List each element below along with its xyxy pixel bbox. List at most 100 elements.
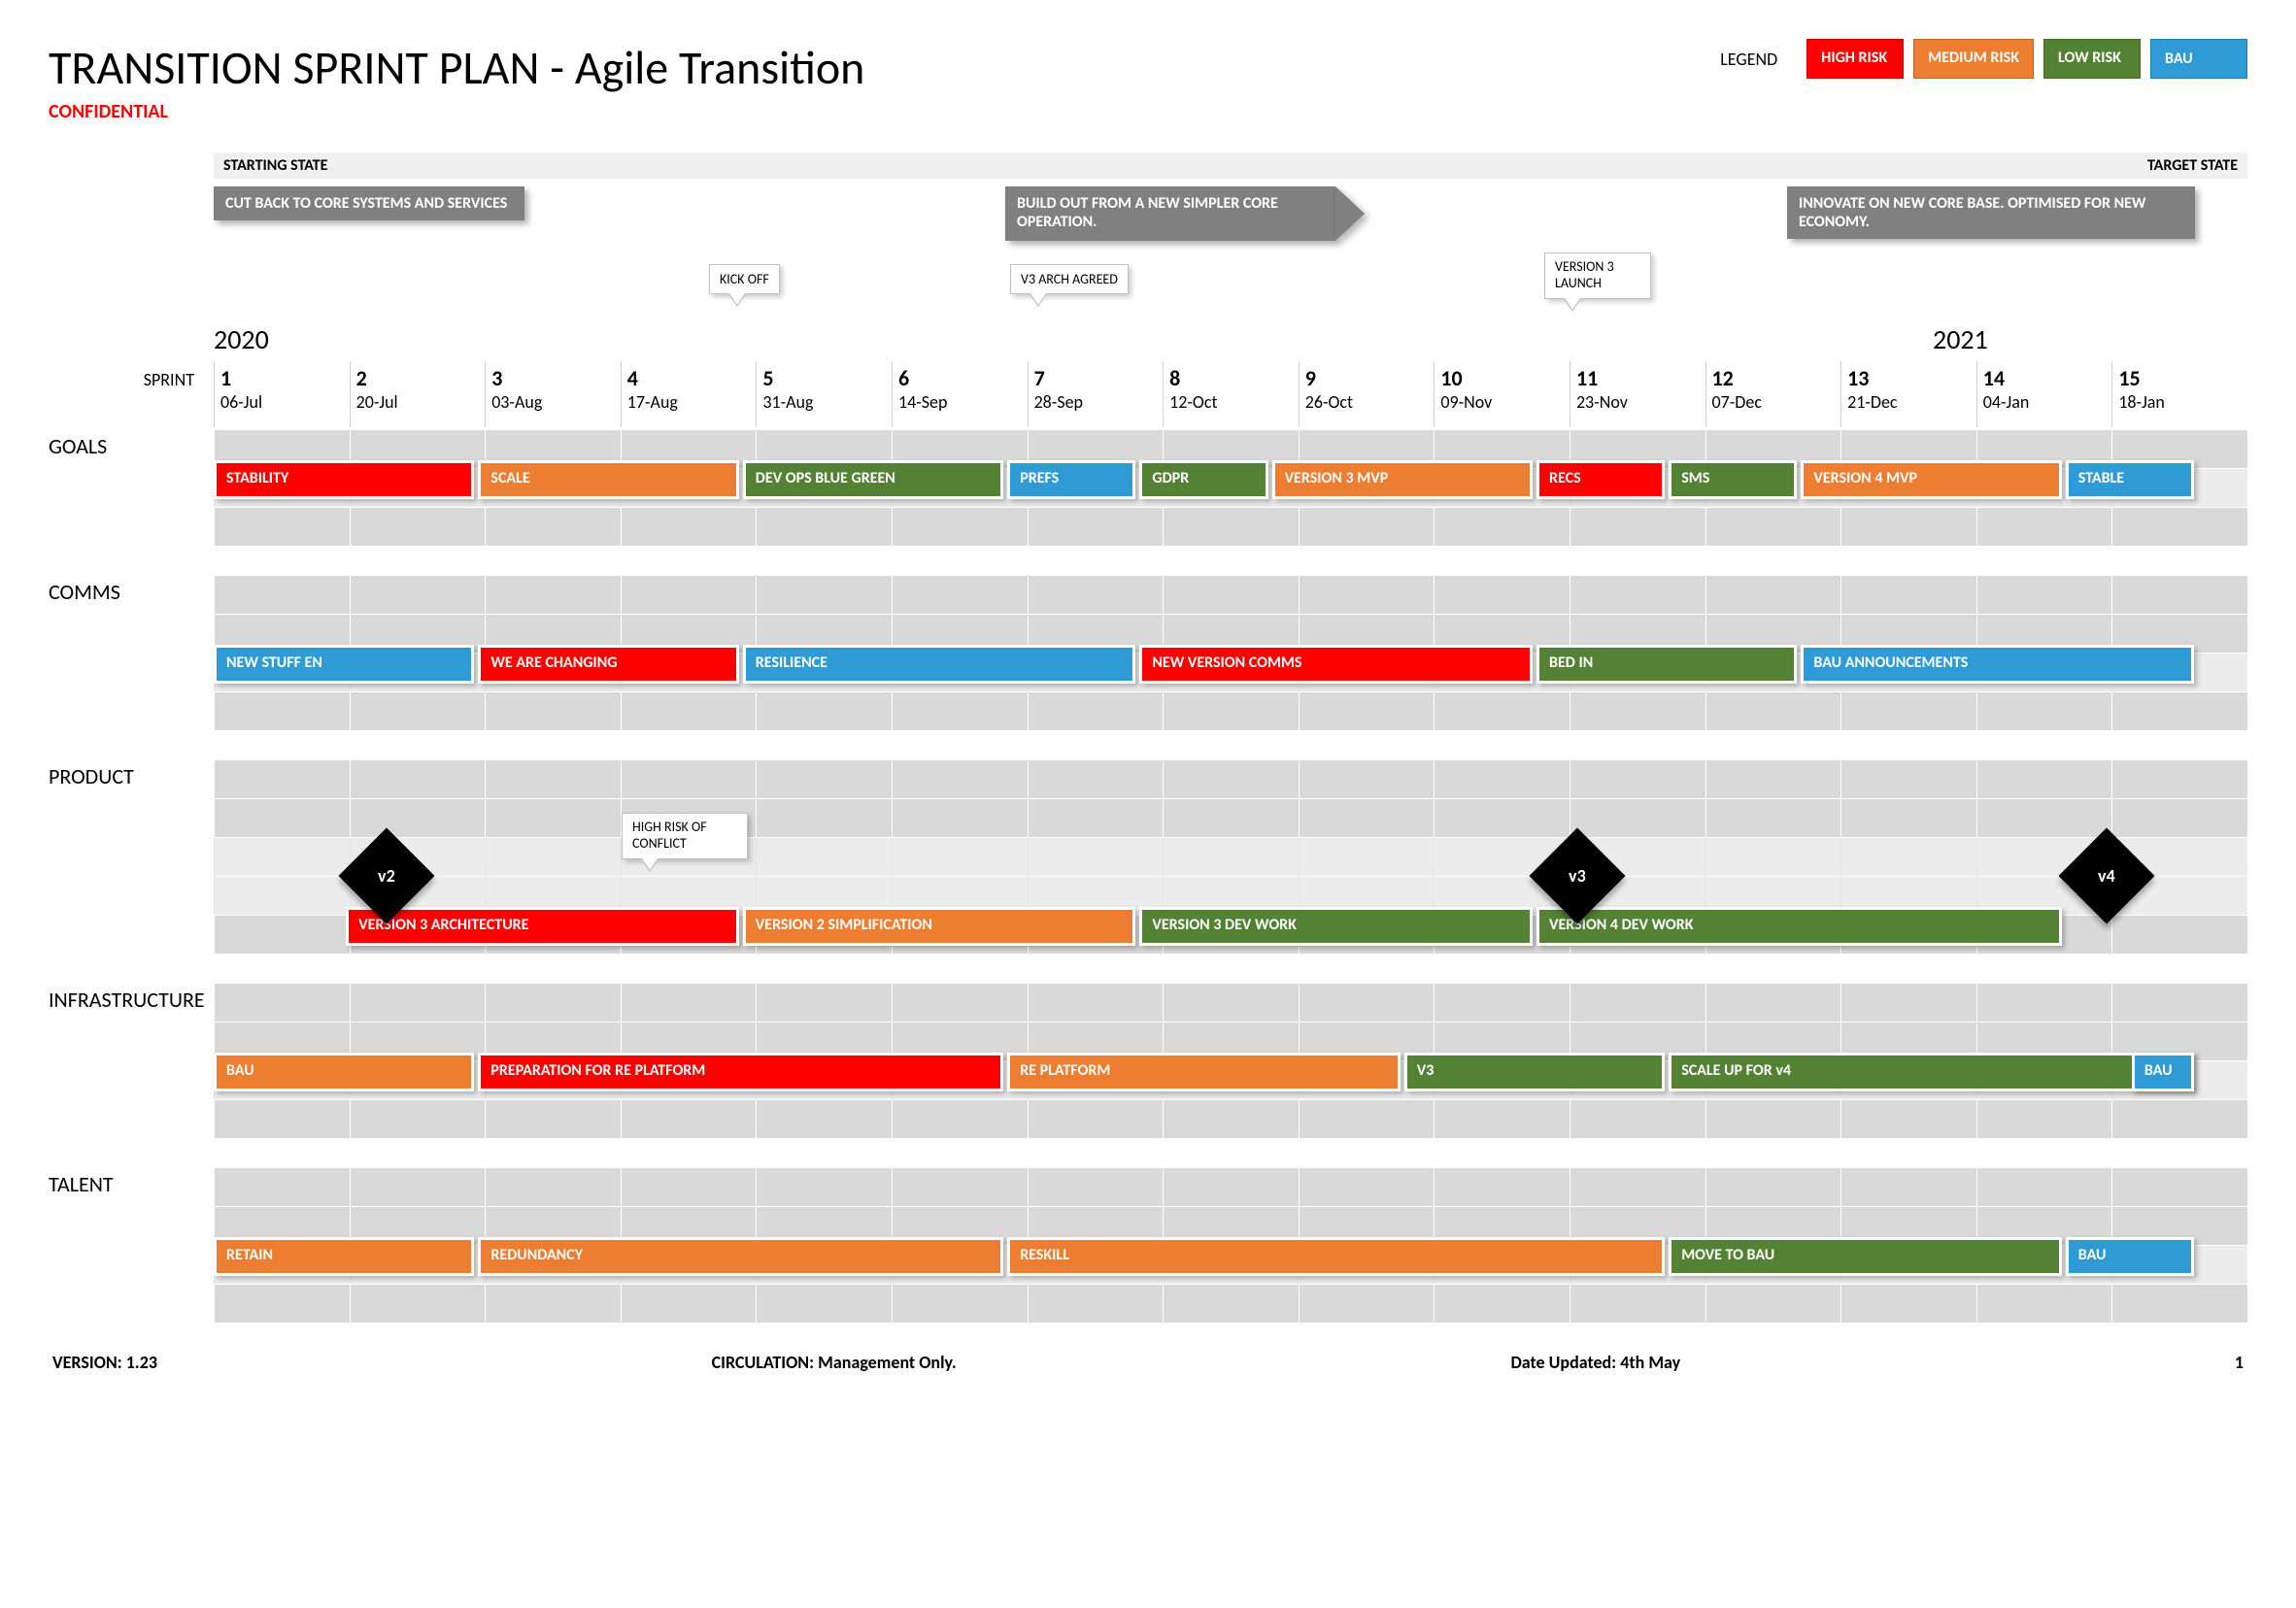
gantt-bar: V3 xyxy=(1404,1053,1665,1091)
phase-box: CUT BACK TO CORE SYSTEMS AND SERVICES xyxy=(214,186,524,220)
gantt-bar: VERSION 2 SIMPLIFICATION xyxy=(743,907,1136,946)
sprint-number: 4 xyxy=(627,365,751,391)
sprint-date: 31-Aug xyxy=(762,391,886,413)
circulation-label: CIRCULATION: xyxy=(712,1352,814,1373)
phase-arrow-head xyxy=(1335,186,1365,241)
gantt-bar: STABLE xyxy=(2066,460,2194,499)
gantt-bar: BAU xyxy=(214,1053,474,1091)
sprint-column: 614-Sep xyxy=(892,361,1028,427)
state-bar: STARTING STATE TARGET STATE xyxy=(214,152,2247,179)
callout: V3 ARCH AGREED xyxy=(1010,264,1129,294)
year-row: 20202021 xyxy=(214,322,2247,361)
sprint-date: 28-Sep xyxy=(1034,391,1158,413)
sprint-number: 10 xyxy=(1440,365,1564,391)
callout: KICK OFF xyxy=(709,264,780,294)
sprint-date: 26-Oct xyxy=(1305,391,1429,413)
target-state-label: TARGET STATE xyxy=(2147,156,2238,175)
phase-arrow: BUILD OUT FROM A NEW SIMPLER CORE OPERAT… xyxy=(1005,186,1335,241)
page-number: 1 xyxy=(2235,1352,2244,1373)
sprint-date: 14-Sep xyxy=(898,391,1022,413)
gantt-bar: VERSION 4 MVP xyxy=(1801,460,2061,499)
sprint-column: 417-Aug xyxy=(621,361,757,427)
gantt-bar: VERSION 3 DEV WORK xyxy=(1139,907,1533,946)
sprint-date: 23-Nov xyxy=(1576,391,1700,413)
sprint-number: 5 xyxy=(762,365,886,391)
sprint-date: 07-Dec xyxy=(1712,391,1836,413)
sprint-column: 1009-Nov xyxy=(1434,361,1570,427)
sprint-date: 18-Jan xyxy=(2118,391,2242,413)
callout: VERSION 3 LAUNCH xyxy=(1544,252,1651,299)
swimlane-product: PRODUCTHIGH RISK OF CONFLICTv2v3v4VERSIO… xyxy=(214,759,2247,954)
date-value: 4th May xyxy=(1620,1352,1680,1373)
sprint-column: 106-Jul xyxy=(214,361,350,427)
swimlane-header: TALENT xyxy=(49,1171,340,1197)
gantt-bar: VERSION 3 MVP xyxy=(1272,460,1533,499)
sprint-date: 12-Oct xyxy=(1169,391,1293,413)
phase-row: CUT BACK TO CORE SYSTEMS AND SERVICES BUI… xyxy=(214,186,2247,264)
gantt-bar: VERSION 3 ARCHITECTURE xyxy=(346,907,739,946)
callout: HIGH RISK OF CONFLICT xyxy=(622,813,748,859)
sprint-number: 14 xyxy=(1983,365,2107,391)
sprint-number: 3 xyxy=(491,365,615,391)
version-label: VERSION: xyxy=(52,1352,122,1373)
gantt-bar: DEV OPS BLUE GREEN xyxy=(743,460,1003,499)
sprint-column: 926-Oct xyxy=(1299,361,1435,427)
gantt-bar: SMS xyxy=(1669,460,1797,499)
sprint-column: 303-Aug xyxy=(485,361,621,427)
circulation-value: Management Only. xyxy=(818,1352,957,1373)
sprint-column: 728-Sep xyxy=(1028,361,1164,427)
swimlane-talent: TALENTRETAINREDUNDANCYRESKILLMOVE TO BAU… xyxy=(214,1167,2247,1323)
legend-item: MEDIUM RISK xyxy=(1913,39,2034,79)
gantt-bar: NEW VERSION COMMS xyxy=(1139,645,1533,684)
gantt-bar: RECS xyxy=(1536,460,1665,499)
sprint-date: 03-Aug xyxy=(491,391,615,413)
sprint-date: 06-Jul xyxy=(220,391,344,413)
gantt-bar: RETAIN xyxy=(214,1237,474,1276)
sprint-column: 531-Aug xyxy=(756,361,892,427)
sprint-number: 9 xyxy=(1305,365,1429,391)
sprint-date: 09-Nov xyxy=(1440,391,1564,413)
gantt-bar: WE ARE CHANGING xyxy=(478,645,738,684)
gantt-bar: REDUNDANCY xyxy=(478,1237,1003,1276)
sprint-date: 21-Dec xyxy=(1847,391,1971,413)
date-label: Date Updated: xyxy=(1510,1352,1616,1373)
sprint-header: SPRINT 106-Jul220-Jul303-Aug417-Aug531-A… xyxy=(214,361,2247,429)
sprint-column: 1123-Nov xyxy=(1570,361,1705,427)
starting-state-label: STARTING STATE xyxy=(223,156,327,175)
swimlane-header: PRODUCT xyxy=(49,763,340,789)
sprint-number: 1 xyxy=(220,365,344,391)
sprint-column: 220-Jul xyxy=(350,361,486,427)
version-value: 1.23 xyxy=(126,1352,157,1373)
sprint-column: 812-Oct xyxy=(1163,361,1299,427)
confidential-label: CONFIDENTIAL xyxy=(49,100,2247,123)
page-title: TRANSITION SPRINT PLAN - Agile Transitio… xyxy=(49,39,864,96)
gantt-bar: MOVE TO BAU xyxy=(1669,1237,2062,1276)
swimlane-header: COMMS xyxy=(49,579,340,605)
legend-label: LEGEND xyxy=(1720,49,1777,70)
sprint-date: 20-Jul xyxy=(356,391,480,413)
gantt-bar: BAU xyxy=(2066,1237,2194,1276)
gantt-bar: GDPR xyxy=(1139,460,1267,499)
sprint-number: 6 xyxy=(898,365,1022,391)
swimlane-goals: GOALSSTABILITYSCALEDEV OPS BLUE GREENPRE… xyxy=(214,429,2247,546)
sprint-column: 1321-Dec xyxy=(1840,361,1976,427)
sprint-column: 1207-Dec xyxy=(1705,361,1841,427)
gantt-bar: BAU ANNOUNCEMENTS xyxy=(1801,645,2194,684)
gantt-bar: RESILIENCE xyxy=(743,645,1136,684)
gantt-bar: VERSION 4 DEV WORK xyxy=(1536,907,2062,946)
gantt-bar: SCALE xyxy=(478,460,738,499)
sprint-column: 1404-Jan xyxy=(1976,361,2112,427)
sprint-number: 2 xyxy=(356,365,480,391)
legend: LEGEND HIGH RISKMEDIUM RISKLOW RISKBAU xyxy=(1720,39,2247,79)
gantt-bar: PREFS xyxy=(1007,460,1135,499)
sprint-number: 7 xyxy=(1034,365,1158,391)
sprint-number: 8 xyxy=(1169,365,1293,391)
sprint-number: 13 xyxy=(1847,365,1971,391)
sprint-column: 1518-Jan xyxy=(2111,361,2247,427)
gantt-bar: RESKILL xyxy=(1007,1237,1665,1276)
gantt-bar: BAU xyxy=(2132,1053,2194,1091)
legend-item: BAU xyxy=(2150,39,2247,79)
gantt-bar: SCALE UP FOR v4 xyxy=(1669,1053,2194,1091)
gantt-bar: RE PLATFORM xyxy=(1007,1053,1401,1091)
gantt-bar: PREPARATION FOR RE PLATFORM xyxy=(478,1053,1003,1091)
